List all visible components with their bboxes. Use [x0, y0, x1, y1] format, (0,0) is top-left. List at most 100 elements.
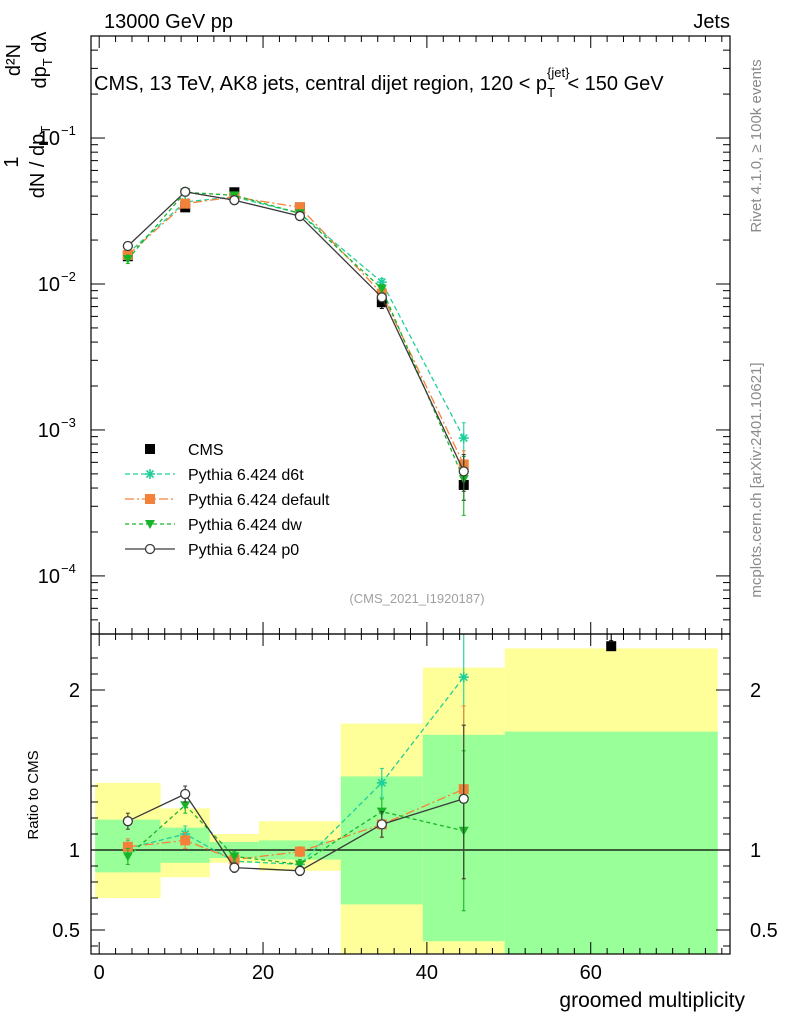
ratio-y-tick-label-right-1: 1	[750, 840, 761, 862]
rivet-version-label: Rivet 4.1.0, ≥ 100k events	[748, 59, 765, 232]
main-y-tick-exponent-3: −1	[61, 123, 76, 138]
legend-entry-pythia-6-424-p0: Pythia 6.424 p0	[125, 542, 299, 559]
site-label: mcplots.cern.ch [arXiv:2401.10621]	[748, 362, 765, 597]
main-series-pythia-6-424-default	[122, 191, 469, 480]
ratio-point-pythia-6-424-p0-4	[376, 819, 387, 830]
main-y-tick-exponent-1: −3	[61, 415, 76, 430]
svg-text:dN / dpT: dN / dpT	[27, 126, 53, 198]
x-tick-label-40: 40	[416, 962, 438, 984]
main-line-pythia-6-424-default	[127, 196, 465, 465]
ratio-band-green-6	[504, 731, 718, 954]
rivet-label-group: Rivet 4.1.0, ≥ 100k events	[748, 59, 765, 232]
ratio-y-axis-label-group: Ratio to CMS	[25, 750, 42, 839]
main-line-pythia-6-424-d6t	[127, 196, 465, 439]
main-line-pythia-6-424-dw	[127, 191, 465, 480]
ratio-y-tick-label-right-2: 2	[750, 680, 761, 702]
ratio-point-pythia-6-424-dw-0	[122, 852, 133, 862]
header-jets-label: Jets	[693, 11, 730, 33]
analysis-watermark: (CMS_2021_I1920187)	[349, 591, 484, 606]
x-tick-label-0: 0	[94, 962, 105, 984]
ratio-point-pythia-6-424-default-0	[122, 841, 133, 852]
main-series-cms	[122, 187, 617, 652]
ratio-y-tick-label-left-1: 1	[69, 840, 80, 862]
main-y-axis-label: dN / dpT	[27, 126, 53, 198]
ratio-point-pythia-6-424-dw-3	[294, 860, 305, 870]
main-series-layer	[122, 186, 617, 652]
main-series-pythia-6-424-p0	[122, 186, 469, 492]
ratio-point-pythia-6-424-p0-0	[122, 816, 134, 827]
ratio-line-pythia-6-424-p0	[127, 793, 464, 872]
main-y-axis-label-numerator: 1	[1, 156, 23, 167]
main-point-pythia-6-424-default-3	[294, 202, 305, 213]
main-y-axis-label-deriv: dpT dλ	[29, 32, 55, 89]
main-plot-frame	[90, 35, 731, 635]
legend-label-pythia-6-424-dw: Pythia 6.424 dw	[188, 517, 302, 534]
main-point-pythia-6-424-p0-2	[229, 195, 240, 206]
svg-text:1: 1	[1, 156, 23, 167]
legend-label-pythia-6-424-default: Pythia 6.424 default	[188, 492, 330, 509]
main-point-pythia-6-424-p0-1	[180, 186, 191, 197]
svg-text:dpT dλ: dpT dλ	[29, 32, 55, 89]
main-point-pythia-6-424-default-1	[180, 198, 191, 209]
ratio-point-pythia-6-424-p0-1	[180, 788, 191, 800]
ratio-line-pythia-6-424-default	[127, 788, 465, 861]
legend-entry-pythia-6-424-dw: Pythia 6.424 dw	[125, 517, 302, 534]
legend-marker-pythia-6-424-d6t	[145, 469, 155, 479]
main-y-tick-label-1: 10	[38, 420, 60, 442]
main-point-pythia-6-424-p0-5	[458, 466, 469, 477]
ratio-point-pythia-6-424-d6t-4	[376, 777, 387, 788]
ratio-y-tick-label-right-0: 0.5	[750, 920, 778, 942]
main-y-tick-label-3: 10	[38, 128, 60, 150]
ratio-point-pythia-6-424-default-1	[180, 835, 191, 846]
main-y-tick-label-2: 10	[38, 274, 60, 296]
legend-marker-cms	[145, 444, 155, 454]
main-point-pythia-6-424-p0-4	[376, 292, 387, 303]
main-plot-title: CMS, 13 TeV, AK8 jets, central dijet reg…	[94, 65, 664, 100]
ratio-line-pythia-6-424-dw	[127, 804, 464, 866]
x-axis-label: groomed multiplicity	[559, 989, 745, 1012]
legend-label-pythia-6-424-p0: Pythia 6.424 p0	[188, 542, 299, 559]
ratio-point-pythia-6-424-dw-2	[229, 852, 240, 862]
ratio-y-axis-label: Ratio to CMS	[25, 750, 42, 839]
ratio-series-layer	[122, 633, 469, 912]
main-point-pythia-6-424-p0-3	[294, 210, 306, 222]
legend-marker-pythia-6-424-p0	[144, 543, 156, 555]
ratio-series-pythia-6-424-p0	[122, 724, 469, 880]
ratio-point-pythia-6-424-dw-1	[180, 801, 191, 811]
legend: CMS Pythia 6.424 d6t Pythia 6.424 default P…	[125, 442, 330, 559]
x-tick-label-60: 60	[580, 962, 602, 984]
legend-marker-pythia-6-424-dw	[145, 520, 155, 529]
x-tick-label-20: 20	[252, 962, 274, 984]
main-y-tick-exponent-2: −2	[61, 269, 76, 284]
main-point-pythia-6-424-d6t-5	[458, 433, 469, 444]
main-line-pythia-6-424-p0	[127, 191, 465, 472]
legend-marker-pythia-6-424-default	[145, 494, 155, 504]
ratio-point-pythia-6-424-p0-5	[458, 793, 469, 804]
main-point-cms-6	[606, 641, 617, 652]
svg-text:d²N: d²N	[3, 44, 25, 76]
ratio-point-pythia-6-424-p0-3	[294, 865, 306, 876]
main-y-tick-exponent-0: −4	[61, 561, 76, 576]
main-point-pythia-6-424-dw-4	[376, 284, 387, 294]
main-y-axis-label-d2n: d²N	[3, 44, 25, 76]
ratio-point-pythia-6-424-p0-2	[229, 862, 240, 873]
main-series-pythia-6-424-d6t	[122, 191, 469, 457]
ratio-y-tick-label-left-2: 2	[69, 680, 80, 702]
legend-label-cms: CMS	[188, 442, 224, 459]
ratio-point-pythia-6-424-default-3	[294, 846, 305, 857]
legend-entry-pythia-6-424-d6t: Pythia 6.424 d6t	[125, 467, 304, 484]
main-point-pythia-6-424-dw-0	[122, 255, 133, 265]
ratio-line-pythia-6-424-d6t	[127, 676, 465, 866]
ratio-point-pythia-6-424-d6t-5	[458, 672, 469, 683]
main-point-pythia-6-424-p0-0	[122, 240, 134, 252]
ratio-y-tick-label-left-0: 0.5	[52, 920, 80, 942]
main-point-pythia-6-424-d6t-4	[376, 277, 387, 288]
legend-entry-pythia-6-424-default: Pythia 6.424 default	[125, 492, 330, 509]
legend-entry-cms: CMS	[145, 442, 224, 459]
site-label-group: mcplots.cern.ch [arXiv:2401.10621]	[748, 362, 765, 597]
main-y-tick-label-0: 10	[38, 566, 60, 588]
header-energy-label: 13000 GeV pp	[104, 11, 233, 33]
legend-label-pythia-6-424-d6t: Pythia 6.424 d6t	[188, 467, 304, 484]
